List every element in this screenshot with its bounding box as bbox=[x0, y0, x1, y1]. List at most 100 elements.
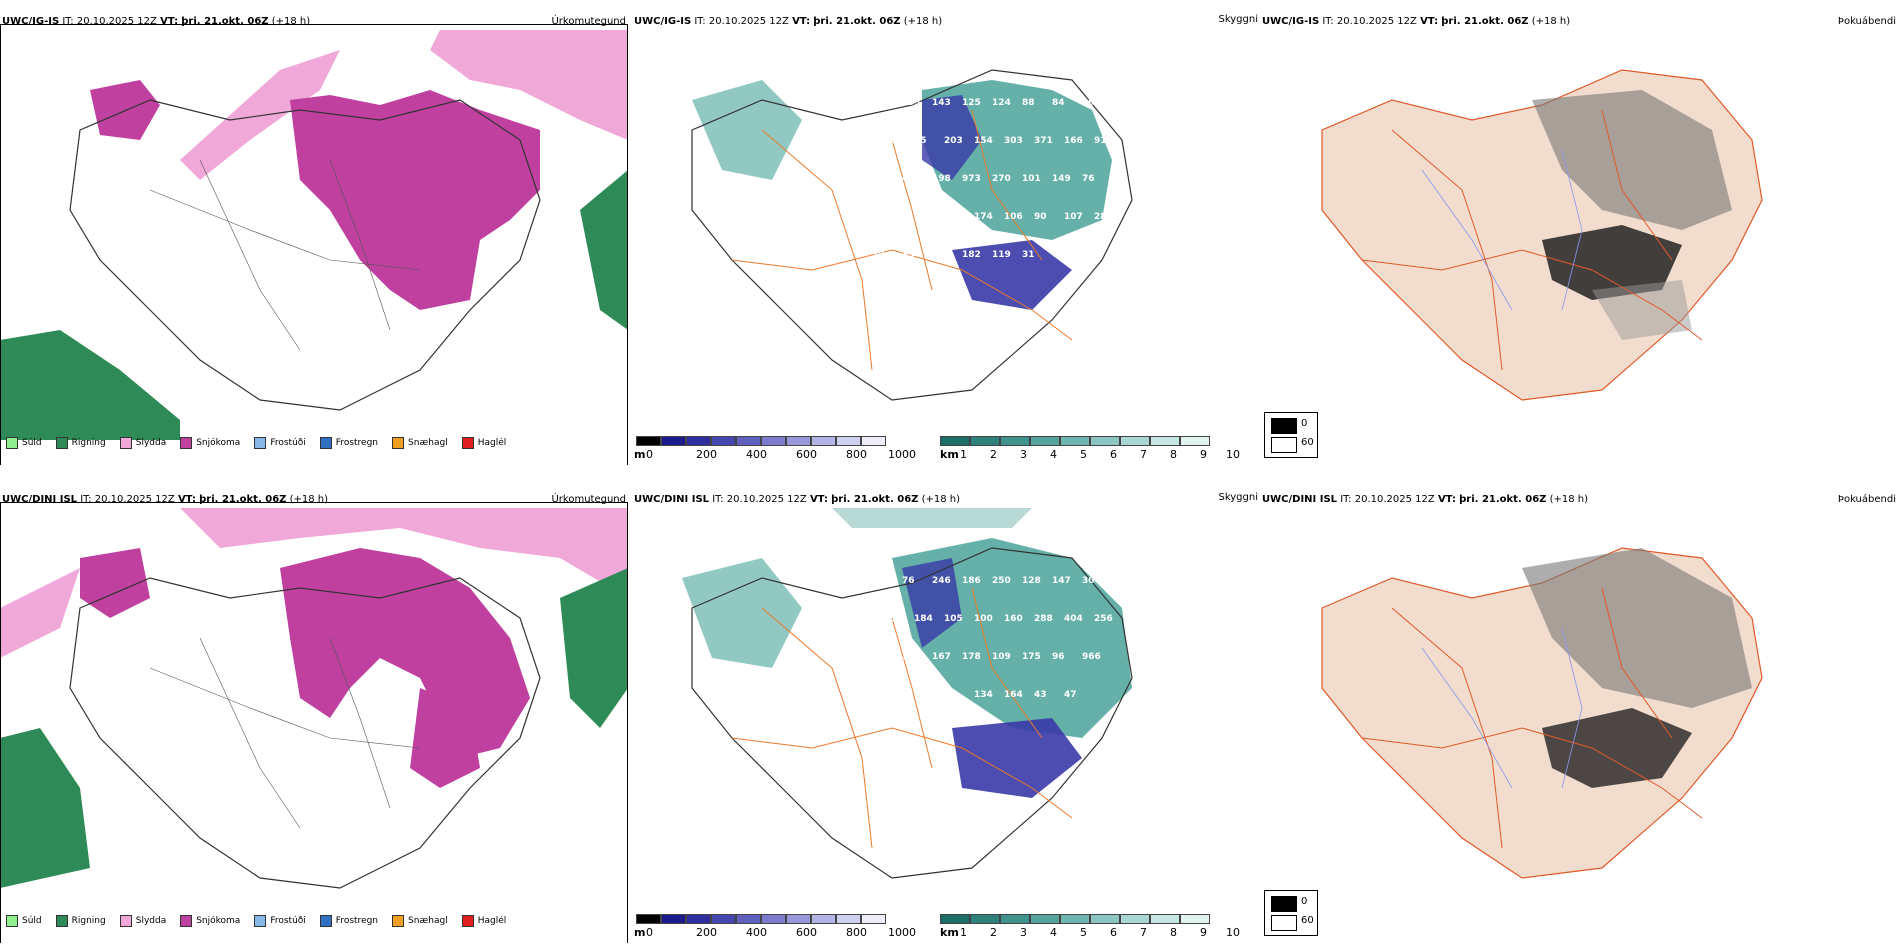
cloud-blue-area bbox=[952, 240, 1072, 310]
cloud-blue-area bbox=[952, 718, 1082, 798]
visibility-value-label: 86 bbox=[944, 690, 957, 700]
visibility-value-label: 303 bbox=[1004, 136, 1023, 146]
visibility-value-label: 300 bbox=[1082, 576, 1101, 586]
legend-item: Súld bbox=[6, 915, 42, 927]
snow-area bbox=[90, 80, 160, 140]
visibility-value-label: 90 bbox=[1034, 212, 1047, 222]
panel-header: UWC/IG-IS IT: 20.10.2025 12Z VT: þri. 21… bbox=[1262, 16, 1571, 27]
tick-label: 200 bbox=[696, 448, 717, 461]
visibility-value-label: 405 bbox=[902, 174, 921, 184]
visibility-value-label: 76 bbox=[1082, 174, 1095, 184]
fog-swatch-light bbox=[1271, 915, 1297, 931]
precip-map bbox=[0, 502, 628, 943]
fog-swatch-light bbox=[1271, 437, 1297, 453]
fog-tick: 0 bbox=[1301, 418, 1308, 429]
visibility-value-label: 219 bbox=[932, 250, 951, 260]
visibility-labels: 270 193 143 125 124 88 84 89 68 15 203 154 303 371 166… bbox=[872, 98, 1113, 260]
visibility-value-label: 89 bbox=[1082, 98, 1095, 108]
tick-label: 3 bbox=[1020, 926, 1027, 939]
panel-title: Úrkomutegund bbox=[551, 16, 626, 27]
tick-label: 8 bbox=[1170, 926, 1177, 939]
visibility-labels: 172 76 246 186 250 128 147 300 252 184 105 100 160 28… bbox=[872, 576, 1113, 700]
legend-item: Rigning bbox=[55, 437, 106, 449]
visibility-value-label: 105 bbox=[944, 614, 963, 624]
tick-label: 4 bbox=[1050, 926, 1057, 939]
panel-title: Þokuábendi bbox=[1837, 16, 1896, 27]
visibility-value-label: 134 bbox=[974, 690, 993, 700]
panel-header: UWC/DINI ISL IT: 20.10.2025 12Z VT: þri.… bbox=[2, 494, 329, 505]
visibility-value-label: 172 bbox=[872, 576, 891, 586]
visibility-value-label: 128 bbox=[1022, 576, 1041, 586]
precip-panel-bottom: UWC/DINI ISL IT: 20.10.2025 12Z VT: þri.… bbox=[0, 488, 630, 943]
cloud-base-unit: m bbox=[634, 448, 646, 461]
visibility-panel-bottom: 172 76 246 186 250 128 147 300 252 184 105 100 160 28… bbox=[632, 488, 1262, 943]
visibility-value-label: 203 bbox=[944, 136, 963, 146]
visibility-value-label: 149 bbox=[1052, 174, 1071, 184]
visibility-value-label: 91 bbox=[1094, 136, 1107, 146]
visibility-value-label: 125 bbox=[962, 98, 981, 108]
tick-label: 7 bbox=[1140, 448, 1147, 461]
rain-area bbox=[580, 170, 628, 330]
fog-panel-top: UWC/IG-IS IT: 20.10.2025 12Z VT: þri. 21… bbox=[1262, 10, 1900, 465]
iceland-outline bbox=[691, 69, 1133, 401]
visibility-value-label: 270 bbox=[992, 174, 1011, 184]
cloud-base-colorbar bbox=[636, 436, 886, 446]
river-network bbox=[1421, 627, 1583, 789]
panel-header: UWC/DINI ISL IT: 20.10.2025 12Z VT: þri.… bbox=[1262, 494, 1589, 505]
iceland-outline bbox=[691, 547, 1133, 879]
visibility-value-label: 154 bbox=[974, 136, 993, 146]
visibility-value-label: 250 bbox=[992, 576, 1011, 586]
visibility-value-label: 198 bbox=[932, 174, 951, 184]
panel-title: Þokuábendi bbox=[1837, 494, 1896, 505]
fog-grey-area bbox=[1532, 90, 1732, 230]
tick-label: 2 bbox=[990, 448, 997, 461]
visibility-value-label: 143 bbox=[932, 98, 951, 108]
map-frame bbox=[0, 24, 628, 465]
fog-grey-area bbox=[1592, 280, 1692, 340]
tick-label: 2 bbox=[990, 926, 997, 939]
visibility-value-label: 88 bbox=[1022, 98, 1035, 108]
visibility-value-label: 184 bbox=[914, 614, 933, 624]
visibility-map: 270 193 143 125 124 88 84 89 68 15 203 154 303 371 166… bbox=[691, 69, 1133, 401]
visibility-value-label: 288 bbox=[1034, 614, 1053, 624]
rain-area bbox=[560, 568, 628, 728]
visibility-colorbar bbox=[940, 914, 1210, 924]
precip-panel-top: UWC/IG-IS IT: 20.10.2025 12Z VT: þri. 21… bbox=[0, 10, 630, 465]
tick-label: 200 bbox=[696, 926, 717, 939]
visibility-value-label: 106 bbox=[1004, 212, 1023, 222]
teal-area bbox=[682, 558, 802, 668]
tick-label: 1000 bbox=[888, 926, 916, 939]
legend-item: Snæhagl bbox=[392, 437, 448, 449]
precip-legend: Súld Rigning Slydda Snjókoma Frostúði Fr… bbox=[0, 428, 628, 458]
visibility-value-label: 182 bbox=[962, 250, 981, 260]
sleet-area bbox=[430, 30, 628, 140]
visibility-value-label: 252 bbox=[884, 614, 903, 624]
tick-label: 5 bbox=[1080, 926, 1087, 939]
tick-label: 600 bbox=[796, 926, 817, 939]
fog-dark-area bbox=[1542, 225, 1682, 300]
visibility-value-label: 281 bbox=[1094, 212, 1113, 222]
snow-area bbox=[280, 548, 530, 758]
legend-item: Haglél bbox=[461, 915, 506, 927]
legend-item: Súld bbox=[6, 437, 42, 449]
tick-label: 4 bbox=[1050, 448, 1057, 461]
legend-item: Haglél bbox=[461, 437, 506, 449]
tick-label: 400 bbox=[746, 926, 767, 939]
visibility-value-label: 160 bbox=[1004, 614, 1023, 624]
visibility-value-label: 414 bbox=[944, 212, 963, 222]
visibility-panel-top: 270 193 143 125 124 88 84 89 68 15 203 154 303 371 166… bbox=[632, 10, 1262, 465]
visibility-value-label: 270 bbox=[872, 98, 891, 108]
fog-tick: 0 bbox=[1301, 896, 1308, 907]
visibility-value-label: 96 bbox=[1052, 652, 1065, 662]
legend-item: Snæhagl bbox=[392, 915, 448, 927]
visibility-value-label: 193 bbox=[902, 98, 921, 108]
fog-map bbox=[1321, 69, 1763, 401]
sleet-area bbox=[0, 568, 80, 658]
snow-area bbox=[290, 90, 540, 310]
legend-item: Slydda bbox=[119, 915, 166, 927]
visibility-value-label: 501 bbox=[884, 690, 903, 700]
tick-label: 1000 bbox=[888, 448, 916, 461]
snow-area bbox=[410, 688, 480, 788]
panel-title: Skyggni bbox=[1218, 14, 1258, 25]
visibility-value-label: 166 bbox=[1064, 136, 1083, 146]
